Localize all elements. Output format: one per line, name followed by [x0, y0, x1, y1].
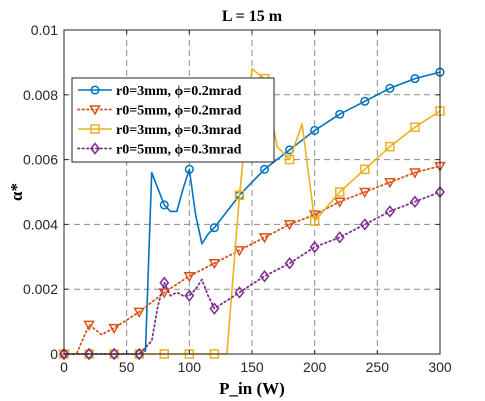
x-tick-label: 300 — [428, 359, 452, 375]
data-point — [184, 289, 195, 302]
data-point — [385, 141, 395, 152]
legend-entry: r0=5mm, ϕ=0.3mrad — [77, 142, 242, 158]
data-point — [259, 270, 270, 283]
data-point — [233, 246, 246, 257]
data-point — [89, 105, 101, 116]
x-tick-label: 100 — [178, 359, 202, 375]
series-line — [63, 191, 441, 355]
data-point — [59, 347, 69, 361]
data-point — [334, 231, 345, 244]
data-point — [108, 323, 120, 335]
data-point — [309, 216, 320, 226]
data-point — [384, 205, 395, 218]
data-point — [359, 187, 371, 199]
x-tick-label: 0 — [60, 359, 68, 375]
data-point — [159, 276, 170, 289]
data-point — [284, 154, 295, 165]
ticks: 0 50 100 150 200 250 300 0 0.002 0.004 0.006 0.008 0… — [23, 22, 452, 375]
data-point — [283, 220, 296, 231]
data-point — [410, 74, 420, 84]
y-tick-label: 0.006 — [23, 152, 58, 168]
data-point — [334, 187, 345, 197]
data-point — [184, 164, 194, 174]
legend-entry: r0=3mm, ϕ=0.3mrad — [78, 123, 242, 138]
data-point — [134, 347, 145, 361]
legend: r0=3mm, ϕ=0.2mrad r0=5mm, ϕ=0.2mrad r0=3mm… — [71, 77, 275, 163]
data-point — [335, 109, 345, 119]
data-point — [360, 164, 370, 175]
data-point — [409, 168, 421, 179]
data-point — [259, 164, 270, 174]
data-point — [309, 240, 320, 254]
data-point — [109, 347, 120, 361]
y-axis-label: α* — [7, 183, 26, 201]
data-point — [409, 195, 420, 208]
data-point — [234, 190, 245, 200]
y-tick-label: 0.008 — [23, 87, 58, 103]
data-point — [310, 125, 320, 135]
chart-title: L = 15 m — [222, 8, 283, 25]
y-tick-label: 0.01 — [31, 22, 58, 38]
data-point — [410, 122, 420, 132]
data-point — [333, 197, 346, 208]
legend-entry: r0=3mm, ϕ=0.2mrad — [78, 84, 242, 99]
data-point — [159, 200, 169, 210]
x-axis-label: P_in (W) — [219, 379, 285, 398]
legend-entry: r0=5mm, ϕ=0.2mrad — [77, 104, 242, 119]
data-point — [360, 96, 370, 106]
data-point — [284, 257, 295, 270]
legend-label: r0=5mm, ϕ=0.2mrad — [116, 104, 242, 119]
data-point — [359, 218, 370, 231]
legend-label: r0=3mm, ϕ=0.2mrad — [116, 84, 242, 99]
data-point — [84, 347, 95, 361]
series-line — [64, 71, 441, 355]
data-point — [384, 178, 396, 189]
y-tick-label: 0.004 — [23, 216, 58, 232]
data-point — [90, 124, 100, 134]
data-point — [90, 85, 100, 95]
data-point — [385, 83, 395, 93]
data-point — [83, 320, 95, 331]
data-point — [183, 271, 196, 283]
data-point — [90, 142, 100, 155]
data-point — [158, 288, 171, 299]
x-tick-label: 200 — [303, 359, 327, 375]
data-point — [209, 223, 219, 233]
legend-label: r0=3mm, ϕ=0.3mrad — [116, 123, 242, 138]
series-2 — [58, 161, 446, 361]
y-tick-label: 0.002 — [23, 281, 58, 297]
x-tick-label: 50 — [119, 359, 135, 375]
data-point — [308, 210, 321, 221]
x-tick-label: 250 — [366, 359, 390, 375]
x-tick-label: 150 — [240, 359, 264, 375]
legend-label: r0=5mm, ϕ=0.3mrad — [116, 143, 242, 158]
data-point — [234, 286, 245, 299]
y-tick-label: 0 — [50, 346, 58, 362]
series-4 — [59, 185, 445, 361]
data-point — [208, 259, 221, 270]
data-point — [209, 302, 220, 315]
data-point — [258, 233, 271, 244]
data-point — [133, 307, 145, 318]
